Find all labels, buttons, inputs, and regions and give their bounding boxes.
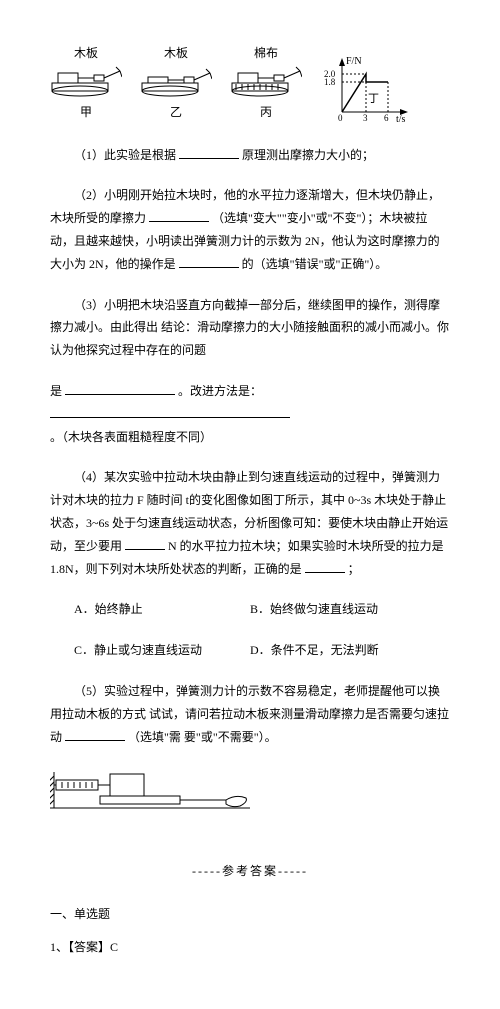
setup-a-svg <box>50 65 122 99</box>
bottom-figure <box>50 766 450 830</box>
q3: （3）小明把木块沿竖直方向截掉一部分后，继续图甲的操作，测得摩擦力减小。由此得出… <box>50 294 450 362</box>
q3b-pre: 是 <box>50 384 62 398</box>
graph-xlabel: t/s <box>396 114 406 124</box>
q2b-tail: 的（选填"错误"或"正确"）。 <box>242 257 388 271</box>
q3-blank2[interactable] <box>50 405 290 418</box>
q1-text: （1）此实验是根据 <box>74 148 176 162</box>
section-heading: 一、单选题 <box>50 903 450 926</box>
graph-ytick-18: 1.8 <box>324 77 336 87</box>
q3b-mid: 。改进方法是： <box>178 384 262 398</box>
answer-title: -----参考答案----- <box>50 860 450 883</box>
q1-tail: 原理测出摩擦力大小的； <box>242 148 374 162</box>
q2-blank1[interactable] <box>149 209 209 222</box>
q5: （5）实验过程中，弹簧测力计的示数不容易稳定，老师提醒他可以换用拉动木板的方式 … <box>50 680 450 748</box>
diagrams-row: 木板 甲 木板 乙 棉布 <box>50 40 450 124</box>
setup-b-top: 木板 <box>164 42 188 65</box>
setup-a-top: 木板 <box>74 42 98 65</box>
setup-a-bottom: 甲 <box>80 101 92 124</box>
setup-a: 木板 甲 <box>50 40 122 124</box>
graph-panel: F/N t/s 2.0 1.8 0 3 6 丁 <box>320 54 410 124</box>
q2: （2）小明刚开始拉木块时，他的水平拉力逐渐增大，但木块仍静止，木块所受的摩擦力 … <box>50 184 450 275</box>
q2-blank2[interactable] <box>179 255 239 268</box>
option-b[interactable]: B．始终做匀速直线运动 <box>250 598 426 621</box>
graph-svg: F/N t/s 2.0 1.8 0 3 6 丁 <box>320 54 410 124</box>
options-row-1: A．始终静止 B．始终做匀速直线运动 <box>50 598 450 621</box>
q3-text: （3）小明把木块沿竖直方向截掉一部分后，继续图甲的操作，测得摩擦力减小。由此得出… <box>50 298 449 358</box>
graph-xtick-0: 0 <box>338 113 343 123</box>
setup-c-svg <box>230 65 302 99</box>
q4-tail: ； <box>348 562 360 576</box>
setup-c-top: 棉布 <box>254 42 278 65</box>
graph-xtick-6: 6 <box>384 113 389 123</box>
q3b: 是 。改进方法是： 。（木块各表面粗糙程度不同） <box>50 380 450 448</box>
q5-tail: （选填"需 要"或"不需要"）。 <box>128 730 277 744</box>
q1: （1）此实验是根据 原理测出摩擦力大小的； <box>50 144 450 167</box>
setup-c: 棉布 丙 <box>230 40 302 124</box>
option-a[interactable]: A．始终静止 <box>74 598 250 621</box>
q4: （4）某次实验中拉动木块由静止到匀速直线运动的过程中，弹簧测力计对木块的拉力 F… <box>50 466 450 580</box>
q4-blank1[interactable] <box>125 537 165 550</box>
q3b-tail: 。（木块各表面粗糙程度不同） <box>50 430 212 444</box>
options-row-2: C．静止或匀速直线运动 D．条件不足，无法判断 <box>50 639 450 662</box>
setup-b-svg <box>140 65 212 99</box>
q3-blank1[interactable] <box>65 382 175 395</box>
option-c[interactable]: C．静止或匀速直线运动 <box>74 639 250 662</box>
option-d[interactable]: D．条件不足，无法判断 <box>250 639 426 662</box>
q5-blank[interactable] <box>65 728 125 741</box>
q1-blank[interactable] <box>179 146 239 159</box>
answer-1: 1、【答案】C <box>50 936 450 959</box>
q4-blank2[interactable] <box>305 560 345 573</box>
graph-label-ding: 丁 <box>368 93 379 105</box>
setup-b-bottom: 乙 <box>170 101 182 124</box>
setup-b: 木板 乙 <box>140 40 212 124</box>
graph-xtick-3: 3 <box>363 113 368 123</box>
graph-ylabel: F/N <box>346 56 362 67</box>
setup-c-bottom: 丙 <box>260 101 272 124</box>
